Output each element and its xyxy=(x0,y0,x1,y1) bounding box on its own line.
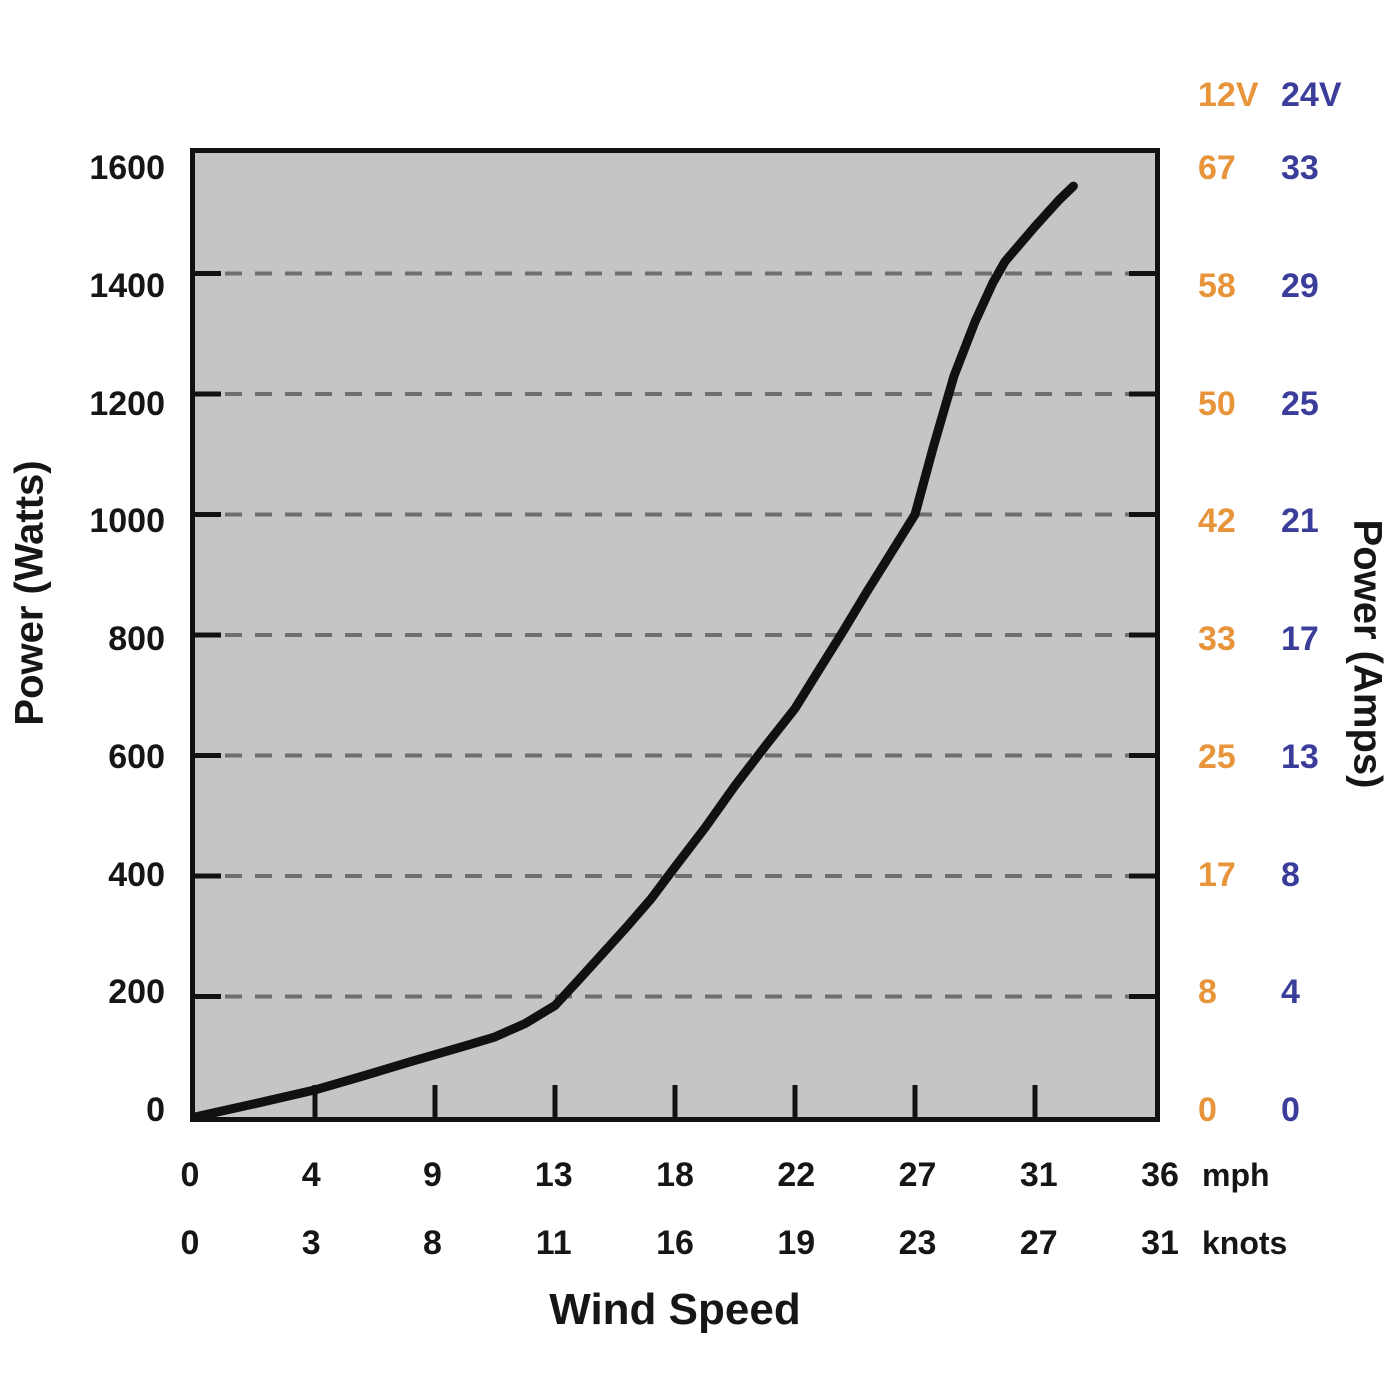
amps-24v-value: 29 xyxy=(1281,266,1319,305)
amps-24v-value: 0 xyxy=(1281,1091,1300,1129)
watts-tick-label: 0 xyxy=(146,1091,165,1129)
mph-tick-label: 13 xyxy=(534,1156,573,1194)
amps-12v-value: 50 xyxy=(1198,384,1236,423)
mph-tick-label: 31 xyxy=(1019,1156,1058,1194)
mph-tick-label: 22 xyxy=(777,1156,816,1194)
watts-tick-label: 200 xyxy=(108,973,165,1012)
watts-tick-label: 1200 xyxy=(89,384,165,423)
mph-tick-label: 0 xyxy=(180,1156,200,1194)
mph-tick-label: 4 xyxy=(301,1156,321,1194)
knots-tick-label: 19 xyxy=(777,1224,816,1262)
amps-12v-value: 58 xyxy=(1198,266,1236,305)
watts-tick-label: 1600 xyxy=(89,149,165,187)
amps-column-header-12v: 12V xyxy=(1198,76,1259,114)
mph-tick-label: 18 xyxy=(656,1156,694,1194)
amps-24v-value: 17 xyxy=(1281,620,1319,658)
amps-12v-value: 33 xyxy=(1198,620,1236,658)
amps-24v-value: 13 xyxy=(1281,737,1319,776)
amps-24v-value: 4 xyxy=(1281,973,1300,1012)
mph-tick-label: 36 xyxy=(1141,1156,1179,1194)
amps-12v-value: 42 xyxy=(1198,502,1236,541)
amps-24v-value: 33 xyxy=(1281,149,1319,187)
mph-tick-label: 9 xyxy=(423,1156,442,1194)
mph-unit-label: mph xyxy=(1202,1157,1270,1193)
watts-tick-label: 1400 xyxy=(89,266,165,305)
knots-tick-label: 16 xyxy=(656,1224,694,1262)
knots-tick-label: 0 xyxy=(180,1224,200,1262)
watts-tick-label: 400 xyxy=(108,855,165,894)
power-curve-line xyxy=(195,181,1078,1117)
amps-24v-value: 21 xyxy=(1281,502,1319,541)
amps-column-header-24v: 24V xyxy=(1281,76,1342,114)
y-axis-right-title: Power (Amps) xyxy=(1345,519,1390,789)
knots-tick-label: 23 xyxy=(898,1224,937,1262)
amps-12v-value: 25 xyxy=(1198,737,1236,776)
plot-svg xyxy=(195,181,1155,1117)
mph-tick-label: 27 xyxy=(898,1156,937,1194)
amps-24v-value: 25 xyxy=(1281,384,1319,423)
knots-unit-label: knots xyxy=(1202,1225,1288,1261)
amps-12v-value: 8 xyxy=(1198,973,1217,1012)
knots-tick-label: 27 xyxy=(1019,1224,1058,1262)
watts-tick-label: 600 xyxy=(108,737,165,776)
watts-tick-label: 1000 xyxy=(89,502,165,541)
x-axis-title: Wind Speed xyxy=(549,1285,801,1334)
knots-tick-label: 31 xyxy=(1141,1224,1179,1262)
knots-tick-label: 3 xyxy=(301,1224,321,1262)
amps-24v-value: 8 xyxy=(1281,855,1300,894)
amps-12v-value: 67 xyxy=(1198,149,1236,187)
knots-tick-label: 8 xyxy=(423,1224,442,1262)
plot-area xyxy=(190,148,1160,1122)
amps-12v-value: 0 xyxy=(1198,1091,1217,1129)
watts-tick-label: 800 xyxy=(108,620,165,658)
amps-12v-value: 17 xyxy=(1198,855,1236,894)
y-axis-left-title: Power (Watts) xyxy=(7,460,52,726)
knots-tick-label: 11 xyxy=(535,1224,572,1262)
